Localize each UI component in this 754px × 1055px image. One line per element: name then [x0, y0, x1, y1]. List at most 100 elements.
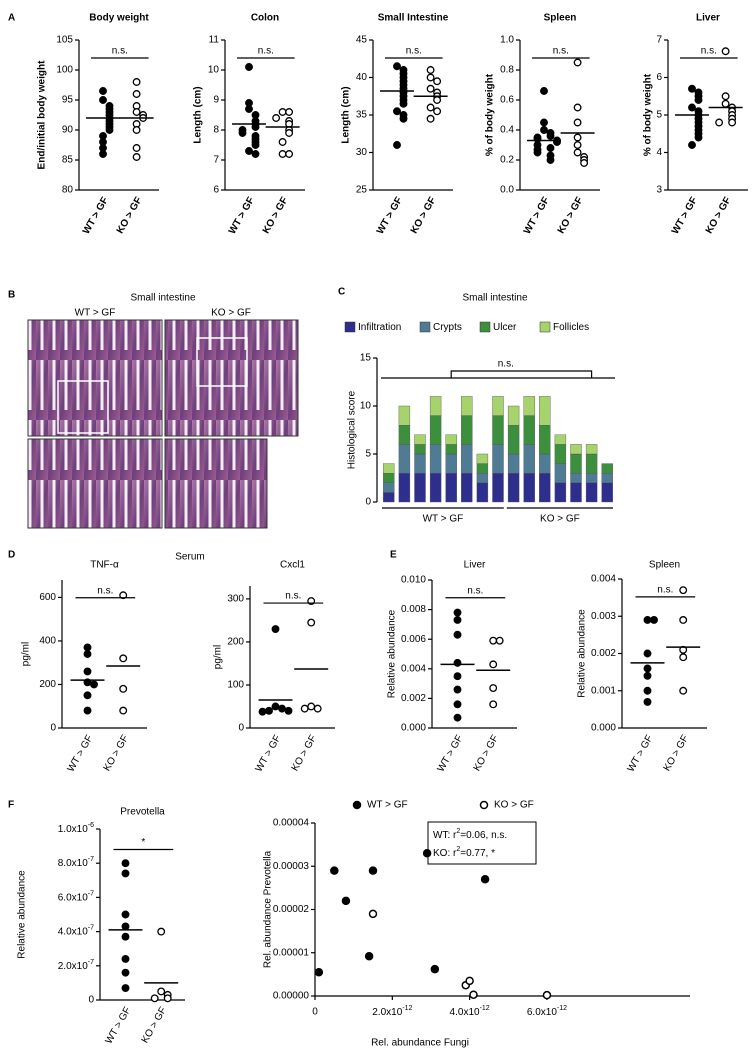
data-point	[489, 700, 498, 709]
data-point	[393, 141, 401, 149]
data-point	[453, 608, 462, 617]
y-tick-label: 0.002	[401, 693, 426, 704]
panel-label: C	[338, 287, 345, 298]
y-axis-label: % of body weight	[643, 73, 654, 156]
y-tick-label: 300	[227, 594, 244, 605]
significance-label: n.s.	[97, 585, 113, 596]
bar-segment	[585, 482, 598, 503]
data-point	[99, 150, 107, 158]
chart-title: Spleen	[544, 13, 577, 24]
y-tick-label: 0	[50, 723, 56, 734]
bar-segment	[398, 444, 411, 474]
data-point	[300, 704, 309, 713]
data-point	[245, 147, 253, 155]
panel-label: A	[8, 13, 15, 24]
data-point	[251, 150, 260, 158]
bar-segment	[539, 453, 551, 474]
histology-label: KO > GF	[211, 308, 251, 319]
bar-segment	[461, 473, 473, 503]
bar-segment	[429, 396, 442, 416]
legend-swatch	[539, 321, 551, 333]
bar-segment	[445, 473, 457, 503]
y-tick-label: 0.000	[591, 723, 616, 734]
data-point	[121, 932, 130, 941]
data-point	[489, 660, 498, 669]
y-axis-label: Relative abundance	[387, 609, 398, 698]
chart-title: Small intestine	[462, 293, 527, 304]
y-tick-label: 80	[62, 185, 74, 196]
bar-segment	[585, 453, 598, 474]
stats-box	[427, 821, 537, 865]
chart-title: Colon	[251, 13, 279, 24]
y-axis-label: pg/ml	[21, 642, 32, 666]
bar-segment	[398, 405, 411, 426]
bar-segment	[601, 473, 613, 484]
legend-label: WT > GF	[367, 800, 408, 811]
data-point	[341, 896, 351, 906]
data-point	[245, 105, 253, 113]
data-point	[99, 96, 107, 104]
y-axis-label: End/initial body weight	[37, 60, 48, 170]
chart-title: Cxcl1	[280, 560, 305, 571]
data-point	[132, 153, 141, 161]
group-title: Serum	[175, 552, 204, 563]
y-tick-label: 8	[213, 125, 219, 136]
data-point	[83, 650, 92, 658]
bar-segment	[445, 453, 457, 474]
y-tick-label: 8.0x10-7	[58, 856, 94, 869]
bar-segment	[445, 444, 457, 455]
x-tick-label: WT > GF	[436, 733, 466, 774]
data-point	[132, 144, 141, 152]
data-point	[150, 994, 159, 1003]
significance-label: *	[141, 837, 145, 848]
bar-segment	[601, 463, 613, 474]
y-tick-label: 40	[356, 72, 368, 83]
data-point	[132, 126, 141, 134]
bar-segment	[554, 434, 567, 445]
bar-segment	[476, 473, 489, 484]
data-point	[245, 63, 253, 71]
y-tick-label: 0.008	[401, 604, 426, 615]
bar-segment	[476, 463, 489, 474]
x-tick-label: KO > GF	[662, 733, 691, 773]
y-tick-label: 100	[227, 680, 244, 691]
histology-zoom	[27, 438, 163, 529]
inset-frame	[57, 380, 109, 434]
x-tick-label: WT > GF	[522, 195, 552, 236]
x-tick-label: 6.0x10-12	[527, 1005, 567, 1018]
data-point	[426, 103, 435, 112]
significance-label: n.s.	[701, 46, 717, 57]
data-point	[238, 129, 247, 137]
x-tick-label: KO > GF	[290, 733, 319, 773]
bar-segment	[492, 444, 504, 474]
x-tick-label: KO > GF	[409, 195, 439, 235]
y-tick-label: 15	[360, 353, 372, 364]
chart-title: TNF-α	[90, 560, 119, 571]
data-point	[90, 680, 98, 689]
y-tick-label: 0.0	[500, 185, 514, 196]
x-tick-label: KO > GF	[115, 195, 145, 235]
data-point	[307, 702, 316, 711]
bar-segment	[601, 482, 613, 503]
data-point	[489, 684, 498, 692]
data-point	[119, 654, 128, 663]
significance-label: n.s.	[657, 585, 673, 596]
data-point	[433, 107, 442, 116]
bar-segment	[429, 444, 442, 474]
data-point	[121, 922, 130, 931]
y-axis-label: % of body weight	[485, 73, 496, 156]
y-tick-label: 0.00000	[273, 991, 310, 1002]
data-point	[121, 984, 130, 992]
bar-segment	[414, 434, 426, 445]
bar-segment	[507, 425, 520, 455]
y-tick-label: 0.00004	[273, 818, 310, 829]
data-point	[453, 685, 462, 694]
legend-label: Infiltration	[358, 322, 401, 333]
data-point	[83, 643, 92, 652]
y-tick-label: 200	[39, 679, 56, 690]
data-point	[271, 625, 280, 633]
histology-image	[27, 319, 163, 437]
y-tick-label: 7	[213, 155, 219, 166]
bar-segment	[507, 405, 520, 426]
